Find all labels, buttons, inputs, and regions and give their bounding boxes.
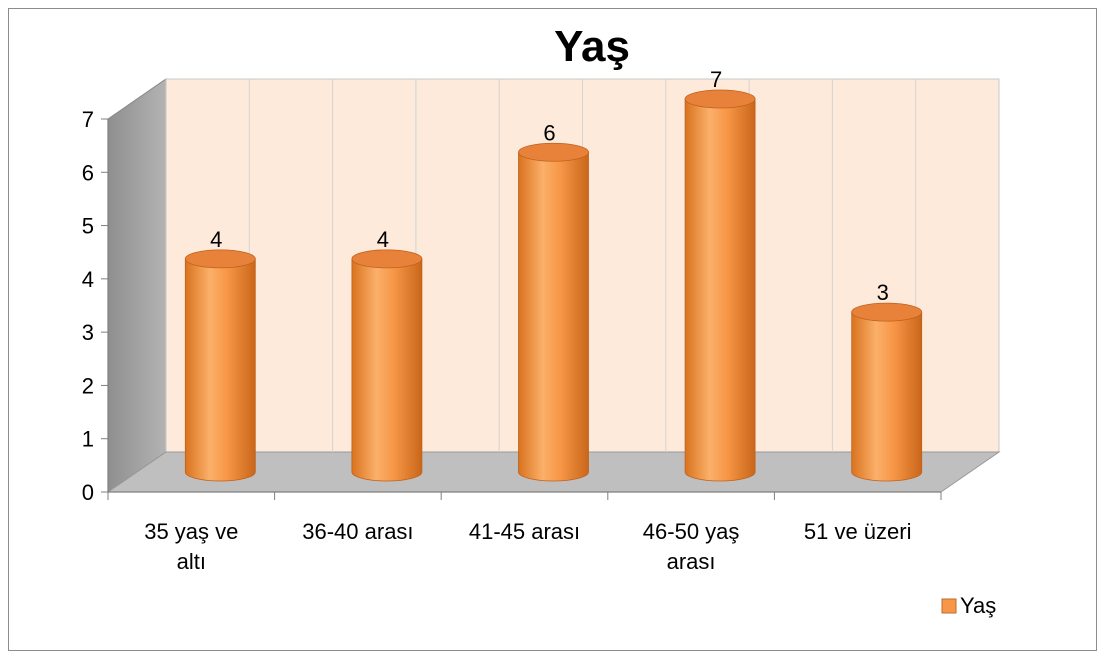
data-label: 3 <box>877 280 889 305</box>
y-tick-label: 6 <box>82 160 94 185</box>
bar-body <box>518 151 589 482</box>
chart-frame: Yaş 0 1 2 3 4 5 6 7 4 4 6 7 3 35 yaş ve altı 36-40 ar… <box>8 8 1097 651</box>
y-tick-label: 3 <box>82 320 94 345</box>
bar <box>184 249 256 482</box>
bar <box>684 89 756 482</box>
bar-body <box>684 98 756 482</box>
y-tick-label: 4 <box>82 267 94 292</box>
bar <box>351 249 423 482</box>
y-tick-label: 7 <box>82 107 94 132</box>
data-label: 4 <box>377 227 389 252</box>
bar-top <box>518 142 589 162</box>
legend-swatch <box>941 598 957 614</box>
bar-body <box>851 311 923 482</box>
bar-top <box>184 249 256 269</box>
y-tick-labels: 0 1 2 3 4 5 6 7 <box>82 107 94 505</box>
bar-top <box>684 89 756 109</box>
bar-body <box>351 258 423 482</box>
data-labels: 4 4 6 7 3 <box>210 67 889 305</box>
side-wall <box>107 78 167 493</box>
y-tick-label: 0 <box>82 480 94 505</box>
bar-chart: Yaş 0 1 2 3 4 5 6 7 4 4 6 7 3 35 yaş ve altı 36-40 ar… <box>82 22 1001 618</box>
category-label: 35 yaş ve altı <box>144 519 238 574</box>
bar-body <box>184 258 256 482</box>
axes <box>101 118 942 500</box>
data-label: 7 <box>710 67 722 92</box>
bar <box>518 142 589 482</box>
category-label: 41-45 arası <box>469 519 580 544</box>
bar-top <box>851 302 923 322</box>
category-label: 51 ve üzeri <box>804 519 912 544</box>
legend: Yaş <box>941 593 996 618</box>
chart-title: Yaş <box>554 22 630 71</box>
data-label: 4 <box>210 227 222 252</box>
data-label: 6 <box>543 120 555 145</box>
bars <box>184 89 923 482</box>
bar <box>851 302 923 482</box>
bar-top <box>351 249 423 269</box>
category-label: 36-40 arası <box>302 519 413 544</box>
y-tick-label: 5 <box>82 214 94 239</box>
y-tick-label: 2 <box>82 373 94 398</box>
legend-label: Yaş <box>960 593 996 618</box>
y-tick-label: 1 <box>82 427 94 452</box>
x-category-labels: 35 yaş ve altı 36-40 arası 41-45 arası 46-50… <box>144 519 911 574</box>
category-label: 46-50 yaş arası <box>643 519 740 574</box>
